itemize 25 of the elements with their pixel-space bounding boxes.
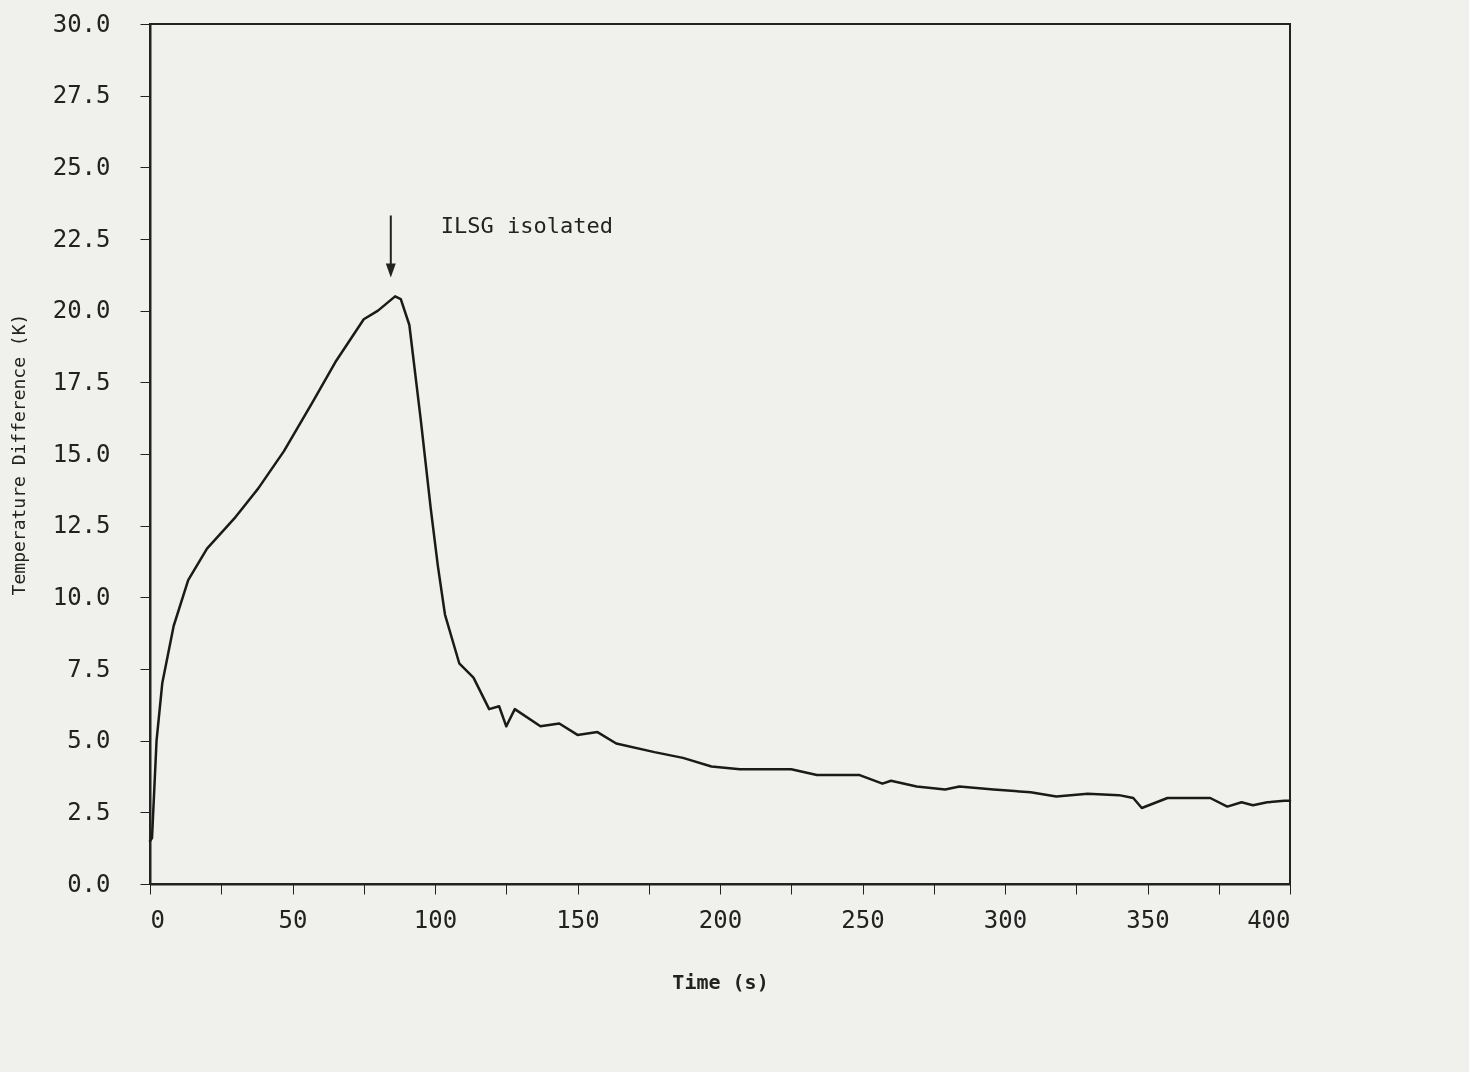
y-tick-label: 25.0: [52, 152, 111, 181]
y-tick-label: 5.0: [67, 726, 111, 755]
y-tick-label: 0.0: [67, 869, 111, 898]
annotation: ILSG isolated: [440, 213, 613, 239]
x-tick-label: 400: [1247, 905, 1291, 934]
y-tick-label: 22.5: [52, 224, 111, 253]
x-tick-label: 100: [413, 905, 458, 934]
y-tick-label: 27.5: [52, 81, 111, 110]
y-tick-label: 20.0: [52, 296, 111, 325]
y-axis-title: Temperature Difference (K): [7, 313, 29, 596]
y-tick-label: 15.0: [52, 439, 111, 468]
x-tick-label: 250: [841, 905, 885, 934]
x-tick-label: 0: [150, 905, 165, 934]
y-tick-label: 10.0: [52, 582, 111, 611]
x-tick-label: 200: [698, 905, 743, 934]
x-tick-label: 150: [556, 905, 600, 934]
x-tick-label: 300: [983, 905, 1028, 934]
y-tick-label: 2.5: [67, 797, 111, 826]
x-axis-title: Time (s): [672, 969, 769, 994]
y-tick-label: 7.5: [67, 654, 111, 683]
y-tick-label: 12.5: [52, 511, 111, 540]
y-tick-label: 17.5: [52, 367, 111, 396]
x-tick-label: 350: [1126, 905, 1170, 934]
x-tick-label: 50: [278, 905, 308, 934]
y-tick-label: 30.0: [52, 9, 111, 38]
